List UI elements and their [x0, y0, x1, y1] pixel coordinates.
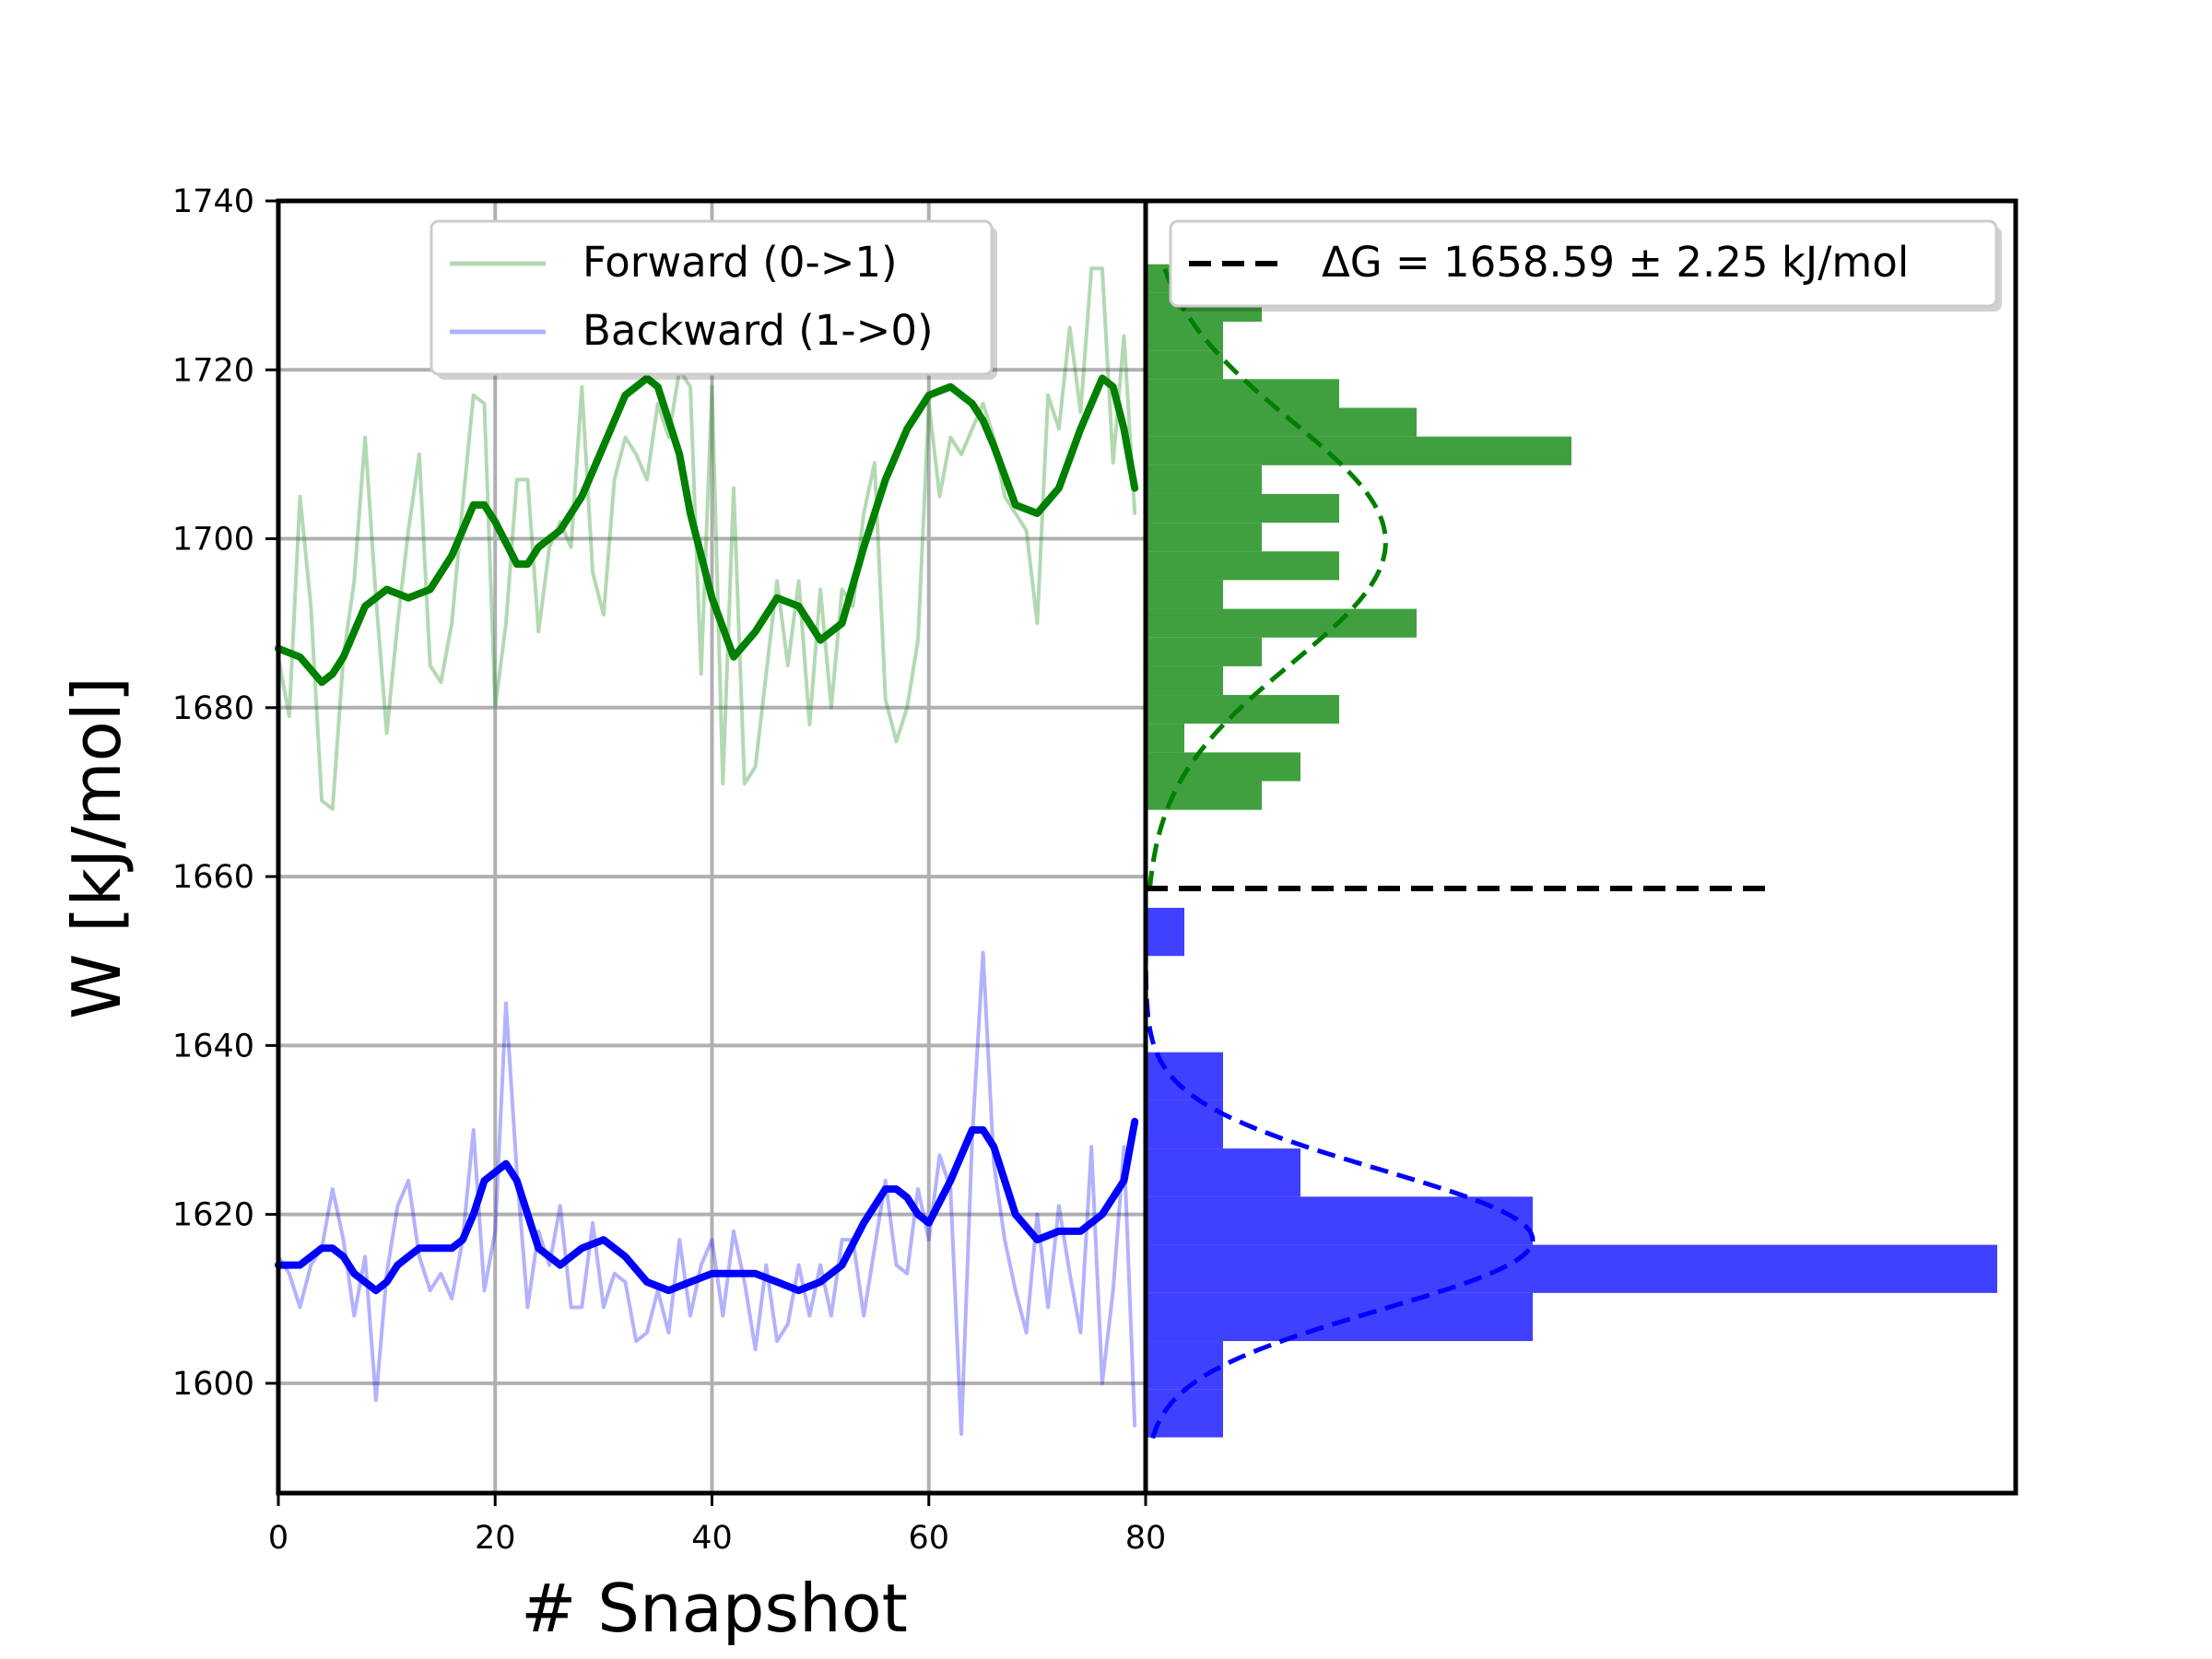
y-tick-label: 1700: [172, 522, 254, 559]
x-tick-label: 60: [908, 1520, 949, 1557]
histogram-bar-forward-0-1: [1146, 523, 1262, 552]
histogram-bar-forward-0-1: [1146, 608, 1417, 638]
histogram-bars: [1146, 264, 1997, 1438]
histogram-bar-forward-0-1: [1146, 551, 1339, 581]
histogram-bar-backward-1-0: [1146, 1148, 1300, 1197]
axis-ticks: 0 20 40 60 80 1600 1620 1640 1660 1680 1700 1720 174…: [172, 183, 1166, 1557]
histogram-bar-forward-0-1: [1146, 665, 1223, 696]
histogram-bar-forward-0-1: [1146, 724, 1184, 753]
y-axis-label: W [kJ/mol]: [58, 677, 135, 1019]
gaussian-fit-backward-1-0: [1143, 944, 1535, 1440]
legend-label-forward: Forward (0->1): [582, 238, 898, 287]
legend-label-delta-g: ΔG = 1658.59 ± 2.25 kJ/mol: [1322, 238, 1909, 287]
histogram-bar-forward-0-1: [1146, 436, 1571, 465]
gaussian-fit-forward-0-1: [1147, 267, 1388, 890]
series-line-forward-0-1-smoothed: [275, 374, 1139, 687]
histogram-bar-forward-0-1: [1146, 781, 1262, 810]
histogram-bar-forward-0-1: [1146, 695, 1339, 724]
histogram-bar-forward-0-1: [1146, 752, 1300, 782]
histogram-bar-forward-0-1: [1146, 637, 1262, 666]
histogram-bar-forward-0-1: [1146, 465, 1262, 494]
histogram-bar-backward-1-0: [1146, 1196, 1533, 1245]
right-panel-frame: [1143, 198, 2018, 1496]
x-tick-label: 40: [691, 1520, 733, 1557]
histogram-bar-forward-0-1: [1146, 407, 1417, 437]
histogram-bar-backward-1-0: [1146, 1244, 1997, 1293]
series-line-backward-1-0-raw: [276, 950, 1137, 1436]
histogram-bar-backward-1-0: [1146, 1389, 1223, 1438]
histogram-bar-forward-0-1: [1146, 580, 1223, 609]
y-tick-label: 1680: [172, 690, 254, 727]
histogram-bar-backward-1-0: [1146, 1292, 1533, 1342]
x-axis-label: # Snapshot: [521, 1570, 908, 1647]
histogram-bar-forward-0-1: [1146, 350, 1223, 380]
legend-label-backward: Backward (1->0): [582, 306, 934, 355]
histogram-bar-forward-0-1: [1146, 493, 1339, 524]
histogram-bar-backward-1-0: [1146, 1341, 1223, 1390]
y-tick-label: 1620: [172, 1197, 254, 1234]
series-line-backward-1-0-smoothed: [275, 1117, 1139, 1295]
y-tick-label: 1600: [172, 1366, 254, 1403]
histogram-bar-backward-1-0: [1146, 1052, 1223, 1100]
x-tick-label: 20: [475, 1520, 516, 1557]
histogram-bar-backward-1-0: [1146, 1100, 1223, 1149]
x-tick-label: 0: [268, 1520, 288, 1557]
histogram-bar-forward-0-1: [1146, 379, 1339, 408]
y-tick-label: 1740: [172, 183, 254, 220]
y-tick-label: 1640: [172, 1028, 254, 1065]
y-tick-label: 1660: [172, 859, 254, 896]
series-line-forward-0-1-raw: [276, 266, 1137, 811]
gaussian-fit-curves: [1143, 267, 1535, 1440]
work-series-lines: [275, 266, 1139, 1436]
x-tick-label: 80: [1125, 1520, 1167, 1557]
delta-g-legend: ΔG = 1658.59 ± 2.25 kJ/mol: [1169, 219, 2002, 312]
series-legend: Forward (0->1) Backward (1->0): [429, 219, 997, 380]
y-tick-label: 1720: [172, 352, 254, 389]
histogram-bar-backward-1-0: [1146, 907, 1184, 957]
